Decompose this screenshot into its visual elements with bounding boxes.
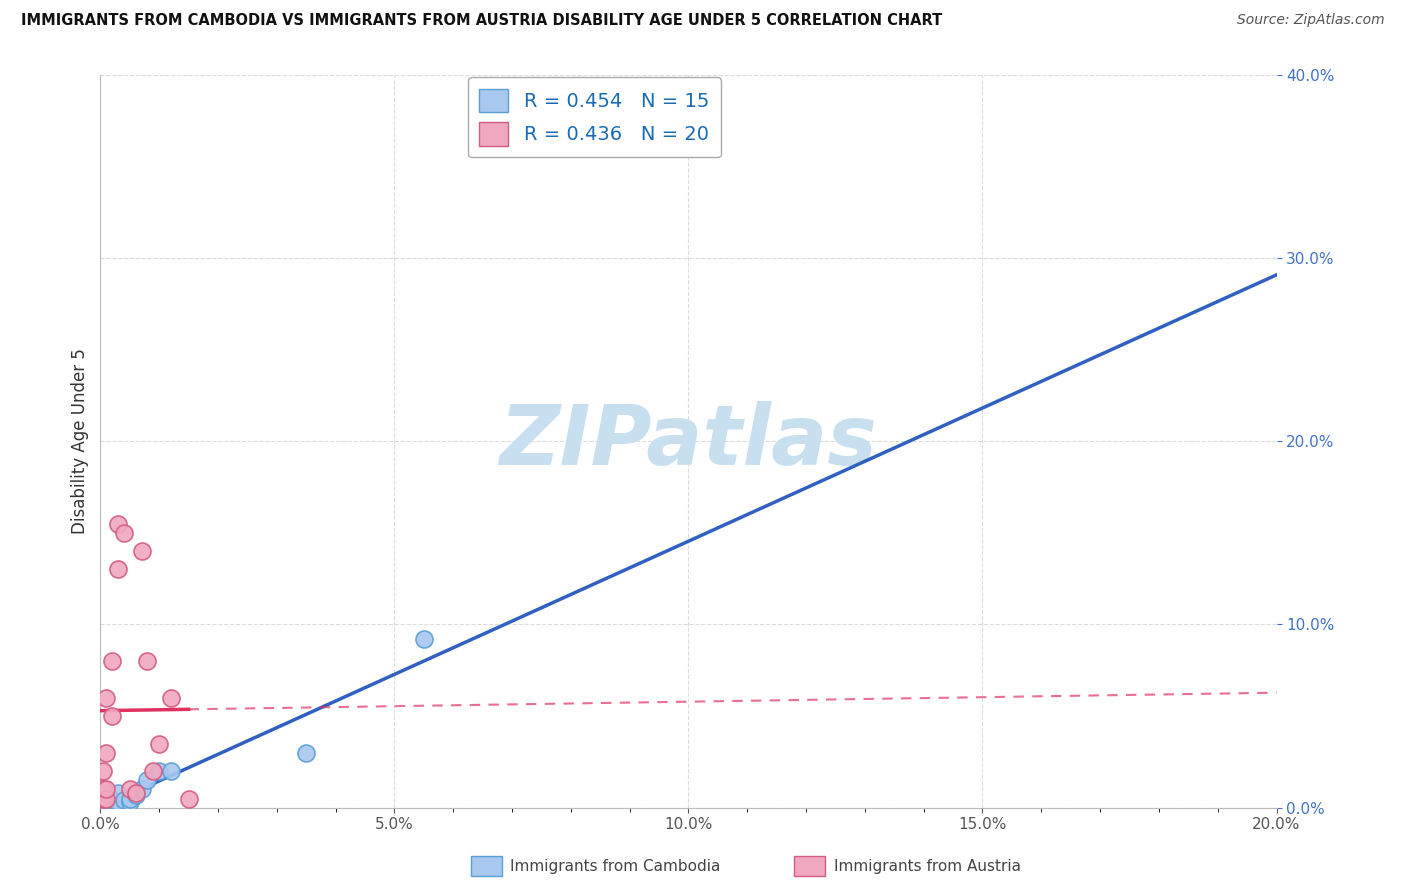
Point — [142, 764, 165, 778]
Point — [96, 746, 118, 760]
Point — [101, 654, 124, 668]
Point — [295, 746, 318, 760]
Point — [107, 795, 129, 809]
Point — [131, 782, 153, 797]
Point — [177, 791, 200, 805]
Point — [107, 562, 129, 576]
Point — [101, 793, 124, 807]
Text: IMMIGRANTS FROM CAMBODIA VS IMMIGRANTS FROM AUSTRIA DISABILITY AGE UNDER 5 CORRE: IMMIGRANTS FROM CAMBODIA VS IMMIGRANTS F… — [21, 13, 942, 29]
Point — [96, 795, 118, 809]
Point — [112, 525, 135, 540]
Text: Immigrants from Cambodia: Immigrants from Cambodia — [510, 859, 721, 873]
Point — [91, 791, 114, 805]
Point — [136, 654, 159, 668]
Point — [101, 709, 124, 723]
Point — [160, 764, 183, 778]
Point — [148, 764, 170, 778]
Point — [148, 737, 170, 751]
Point — [96, 690, 118, 705]
Point — [131, 544, 153, 558]
Text: Immigrants from Austria: Immigrants from Austria — [834, 859, 1021, 873]
Point — [107, 786, 129, 800]
Legend: R = 0.454   N = 15, R = 0.436   N = 20: R = 0.454 N = 15, R = 0.436 N = 20 — [468, 77, 721, 157]
Point — [124, 786, 146, 800]
Point — [118, 795, 141, 809]
Point — [91, 782, 114, 797]
Point — [107, 516, 129, 531]
Point — [118, 782, 141, 797]
Text: ZIPatlas: ZIPatlas — [499, 401, 877, 482]
Point — [412, 632, 434, 646]
Point — [124, 788, 146, 802]
Y-axis label: Disability Age Under 5: Disability Age Under 5 — [72, 348, 89, 534]
Point — [112, 793, 135, 807]
Point — [91, 764, 114, 778]
Text: Source: ZipAtlas.com: Source: ZipAtlas.com — [1237, 13, 1385, 28]
Point — [160, 690, 183, 705]
Point — [96, 782, 118, 797]
Point — [96, 791, 118, 805]
Point — [118, 791, 141, 805]
Point — [136, 773, 159, 788]
Point — [96, 791, 118, 805]
